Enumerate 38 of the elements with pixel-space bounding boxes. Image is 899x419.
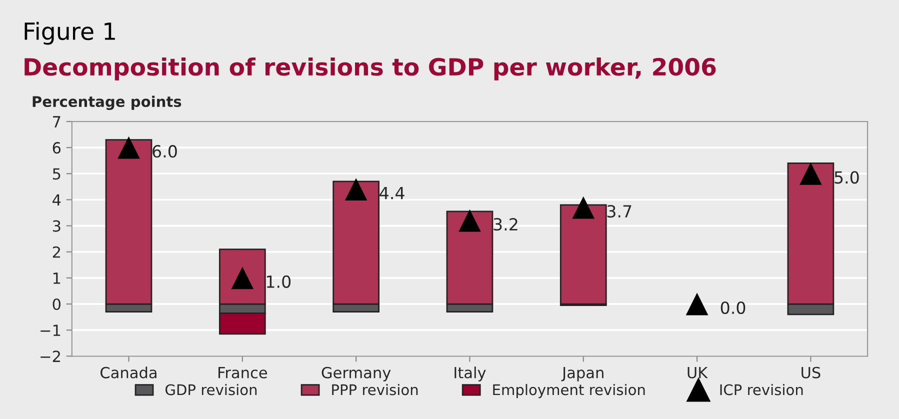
x-tick-label: France: [218, 367, 267, 378]
point: [344, 178, 368, 200]
x-tick-label: UK: [688, 367, 708, 378]
y-tick-label: 2: [52, 246, 60, 258]
y-tick-label: 4: [52, 194, 61, 206]
chart-title: Figure 1: [24, 22, 115, 45]
point: [686, 292, 708, 316]
y-axis-title: Percentage points: [32, 96, 182, 110]
y-tick-label: 7: [53, 116, 60, 128]
y-tick-label: −2: [40, 350, 60, 362]
y-tick-label: −1: [40, 324, 60, 336]
y-tick-label: 3: [52, 220, 60, 232]
y-tick-label: 0: [52, 298, 60, 310]
data-label: 4.4: [380, 186, 404, 200]
data-label: 0.0: [720, 301, 746, 314]
x-tick-label: Italy: [454, 366, 486, 382]
x-tick-label: Germany: [322, 366, 391, 382]
data-label: 1.0: [266, 275, 291, 288]
x-tick-label: Japan: [561, 367, 604, 382]
y-tick-label: 6: [52, 142, 61, 154]
x-tick-label: Canada: [100, 366, 156, 378]
legend-label: PPP revision: [332, 384, 418, 396]
legend-label: Employment revision: [493, 384, 645, 398]
point: [118, 136, 140, 159]
point: [458, 209, 481, 232]
chart-subtitle: Decomposition of revisions to GDP per worker, 2006: [24, 57, 716, 80]
bar: [560, 204, 607, 305]
point: [572, 196, 595, 219]
x-tick-label: US: [802, 366, 820, 378]
data-label: 3.7: [607, 204, 632, 218]
data-label: 3.2: [494, 218, 518, 231]
y-tick-label: 1: [53, 272, 60, 284]
data-label: 5.0: [834, 171, 859, 184]
y-tick-label: 5: [52, 168, 60, 180]
legend-label: GDP revision: [166, 384, 257, 396]
data-label: 6.0: [152, 145, 177, 158]
point: [800, 162, 822, 185]
legend-label: ICP revision: [720, 384, 803, 396]
